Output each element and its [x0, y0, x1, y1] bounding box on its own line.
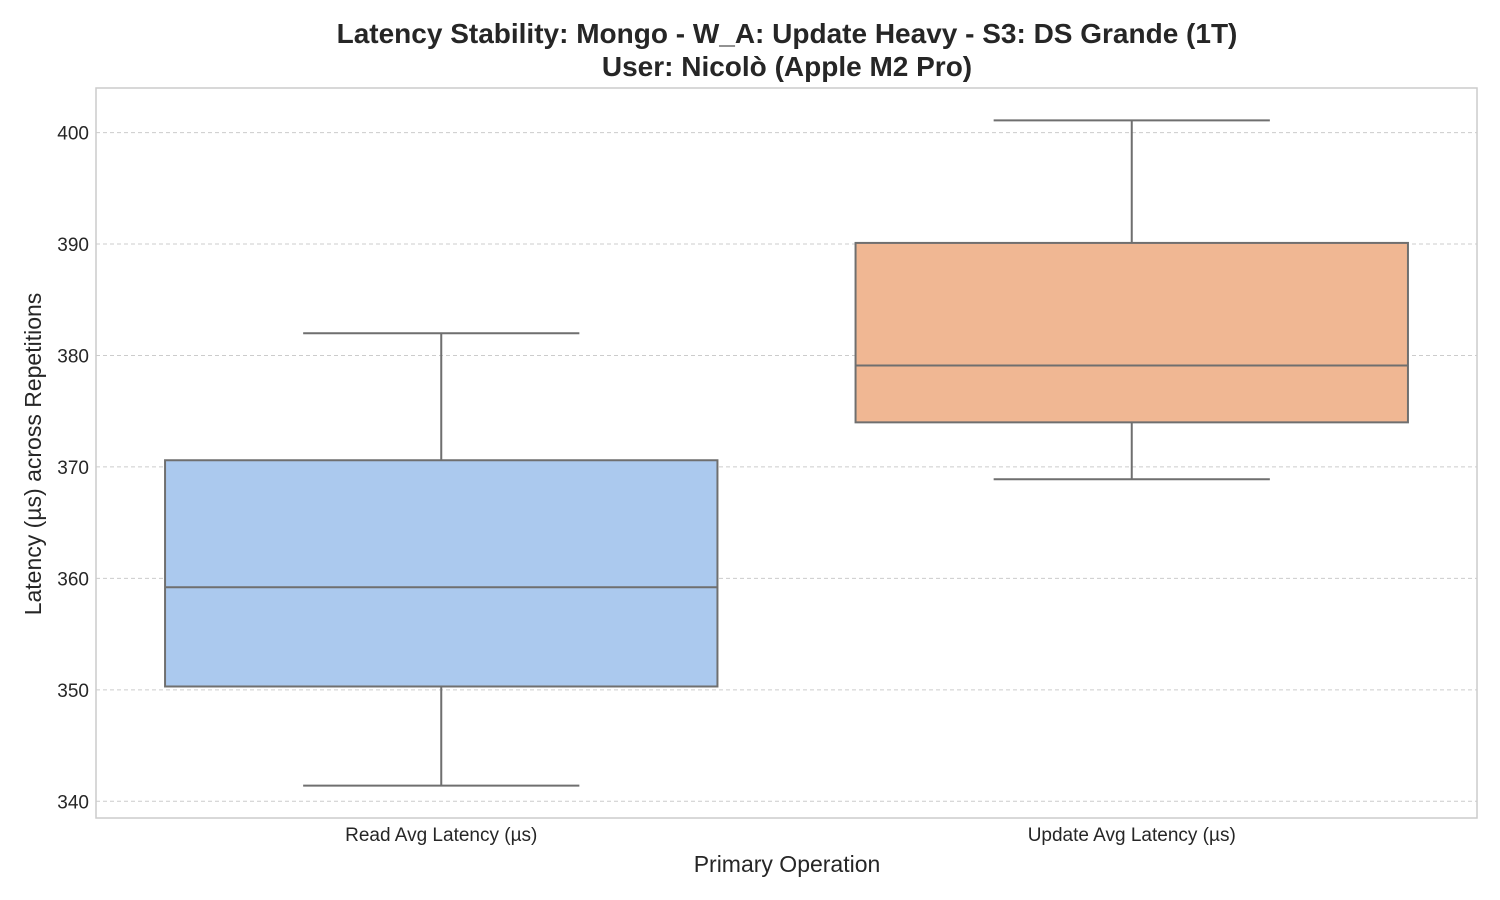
- chart-title: Latency Stability: Mongo - W_A: Update H…: [337, 18, 1238, 49]
- x-axis-label: Primary Operation: [694, 851, 881, 877]
- y-axis-label: Latency (µs) across Repetitions: [20, 293, 46, 616]
- plot-frame: [95, 87, 1478, 819]
- x-tick-label: Read Avg Latency (µs): [345, 825, 537, 846]
- box-update: [854, 119, 1409, 481]
- tick-labels: 340 350 360 370 380 390 400 Read Avg Latency (µ…: [57, 124, 1236, 846]
- y-tick-label: 350: [57, 681, 89, 702]
- iqr-box: [854, 241, 1409, 424]
- y-tick-label: 360: [57, 569, 89, 590]
- x-tick-label: Update Avg Latency (µs): [1028, 825, 1236, 846]
- iqr-box: [164, 459, 719, 688]
- chart-subtitle: User: Nicolò (Apple M2 Pro): [602, 51, 972, 82]
- box-read: [164, 332, 719, 787]
- y-tick-label: 390: [57, 235, 89, 256]
- y-tick-label: 340: [57, 792, 89, 813]
- y-tick-label: 370: [57, 458, 89, 479]
- boxes: [164, 119, 1409, 787]
- y-tick-label: 380: [57, 346, 89, 367]
- y-tick-label: 400: [57, 124, 89, 145]
